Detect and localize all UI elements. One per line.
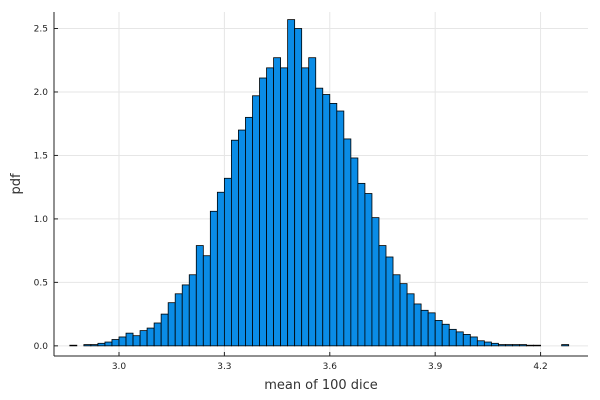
histogram-bar bbox=[301, 67, 310, 347]
histogram-bar bbox=[441, 323, 450, 347]
x-tick-label: 3.6 bbox=[323, 362, 338, 372]
histogram-bar bbox=[139, 330, 148, 347]
histogram-bar bbox=[519, 344, 527, 347]
histogram-bar bbox=[476, 340, 485, 347]
histogram-bar bbox=[350, 157, 359, 347]
x-ticks: 3.0 3.3 3.6 3.9 4.2 bbox=[112, 352, 548, 372]
histogram-bar bbox=[223, 177, 232, 347]
histogram-bar bbox=[132, 335, 141, 347]
histogram-bar bbox=[392, 274, 401, 347]
histogram-bar bbox=[294, 28, 303, 347]
histogram-bar bbox=[343, 138, 352, 347]
histogram-bar bbox=[104, 341, 113, 347]
histogram-bar bbox=[329, 102, 338, 347]
histogram-bar bbox=[371, 217, 380, 347]
histogram-bar bbox=[469, 336, 478, 347]
histogram-bar bbox=[209, 210, 218, 347]
histogram-bar bbox=[238, 129, 246, 347]
histogram-bar bbox=[315, 87, 324, 347]
histogram-bar bbox=[287, 19, 296, 347]
axes bbox=[53, 12, 588, 357]
x-tick-label: 4.2 bbox=[533, 362, 547, 372]
histogram-bar bbox=[455, 331, 464, 347]
y-tick-label: 2.0 bbox=[34, 88, 49, 98]
histogram-bar bbox=[97, 342, 106, 347]
histogram-bar bbox=[153, 322, 162, 347]
histogram-bar bbox=[357, 182, 366, 347]
histogram-bar bbox=[512, 344, 520, 347]
histogram-bar bbox=[216, 191, 225, 347]
histogram-bar bbox=[462, 334, 471, 347]
y-tick-label: 1.0 bbox=[34, 215, 49, 225]
histogram-bar bbox=[448, 328, 457, 347]
histogram-bar bbox=[427, 312, 436, 347]
histogram-bar bbox=[118, 336, 127, 347]
histogram-bar bbox=[399, 283, 408, 347]
histogram-bar bbox=[280, 67, 289, 347]
histogram-bar bbox=[526, 344, 534, 347]
histogram-bar bbox=[490, 342, 499, 347]
histogram-bar bbox=[378, 245, 387, 347]
histogram-bar bbox=[231, 139, 239, 347]
histogram-bar bbox=[188, 274, 197, 347]
histogram-bar bbox=[174, 293, 183, 347]
histogram-bars bbox=[69, 19, 570, 347]
histogram-bar bbox=[498, 344, 506, 347]
histogram-bar bbox=[434, 320, 443, 347]
y-axis-label: pdf bbox=[9, 173, 24, 195]
histogram-bar bbox=[266, 67, 274, 347]
histogram-bar bbox=[336, 110, 345, 347]
histogram-bar bbox=[273, 57, 281, 347]
y-tick-label: 2.5 bbox=[34, 25, 48, 35]
histogram-bar bbox=[413, 303, 422, 347]
histogram-bar bbox=[90, 344, 99, 347]
histogram-bar bbox=[160, 313, 169, 347]
histogram-bar bbox=[83, 344, 92, 347]
histogram-bar bbox=[420, 309, 429, 347]
x-tick-label: 3.3 bbox=[217, 362, 231, 372]
x-tick-label: 3.9 bbox=[428, 362, 443, 372]
histogram-bar bbox=[252, 95, 260, 347]
histogram-bar bbox=[202, 255, 211, 347]
histogram-bar bbox=[146, 327, 155, 347]
histogram-bar bbox=[505, 344, 513, 347]
y-ticks: 0.0 0.5 1.0 1.5 2.0 2.5 bbox=[34, 25, 58, 352]
histogram-bar bbox=[364, 193, 373, 347]
histogram-bar bbox=[561, 344, 570, 347]
histogram-bar bbox=[181, 284, 190, 347]
x-tick-label: 3.0 bbox=[112, 362, 127, 372]
histogram-bar bbox=[125, 332, 134, 347]
histogram-bar bbox=[322, 94, 331, 347]
y-tick-label: 0.5 bbox=[34, 278, 48, 288]
histogram-bar bbox=[533, 344, 541, 347]
x-axis-label: mean of 100 dice bbox=[264, 378, 378, 393]
histogram-bar bbox=[308, 57, 317, 347]
histogram-bar bbox=[195, 245, 204, 347]
histogram-bar bbox=[259, 77, 267, 347]
histogram-bar bbox=[111, 339, 120, 347]
histogram-bar bbox=[483, 341, 492, 347]
histogram-bar bbox=[167, 302, 176, 347]
histogram-bar bbox=[69, 344, 78, 347]
y-tick-label: 0.0 bbox=[34, 342, 49, 352]
histogram-bar bbox=[385, 256, 394, 347]
histogram-bar bbox=[406, 293, 415, 347]
y-tick-label: 1.5 bbox=[34, 151, 48, 161]
histogram-bar bbox=[245, 116, 253, 347]
